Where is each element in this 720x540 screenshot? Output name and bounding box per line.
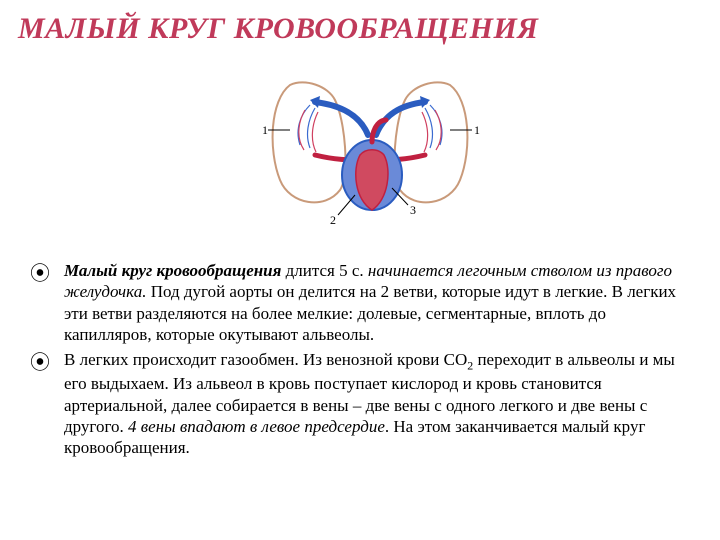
slide-title: МАЛЫЙ КРУГ КРОВООБРАЩЕНИЯ	[18, 12, 538, 46]
content-area: ⦿ Малый круг кровообращения длится 5 с. …	[30, 260, 690, 462]
arrow-right	[420, 96, 430, 108]
pulmonary-circulation-diagram: 1 1 2 3	[260, 60, 480, 230]
bullet-icon: ⦿	[30, 351, 50, 458]
capillaries-left	[298, 105, 318, 152]
p2-text-a: В легких происходит газообмен. Из венозн…	[64, 350, 467, 369]
p1-bold-italic: Малый круг кровообращения	[64, 261, 281, 280]
diagram-label-1-left: 1	[262, 123, 268, 137]
p2-italic: 4 вены впадают в левое предсердие	[128, 417, 385, 436]
p1-text-a: длится 5 с.	[281, 261, 368, 280]
diagram-label-2: 2	[330, 213, 336, 227]
paragraph-2: ⦿ В легких происходит газообмен. Из вено…	[30, 349, 690, 458]
arrow-left	[310, 96, 320, 108]
bullet-icon: ⦿	[30, 262, 50, 345]
left-lung	[273, 82, 346, 202]
diagram-label-3: 3	[410, 203, 416, 217]
capillaries-right	[422, 105, 442, 152]
p1-text-b: Под дугой аорты он делится на 2 ветви, к…	[64, 282, 676, 344]
paragraph-1: ⦿ Малый круг кровообращения длится 5 с. …	[30, 260, 690, 345]
diagram-label-1-right: 1	[474, 123, 480, 137]
right-lung	[395, 82, 468, 202]
